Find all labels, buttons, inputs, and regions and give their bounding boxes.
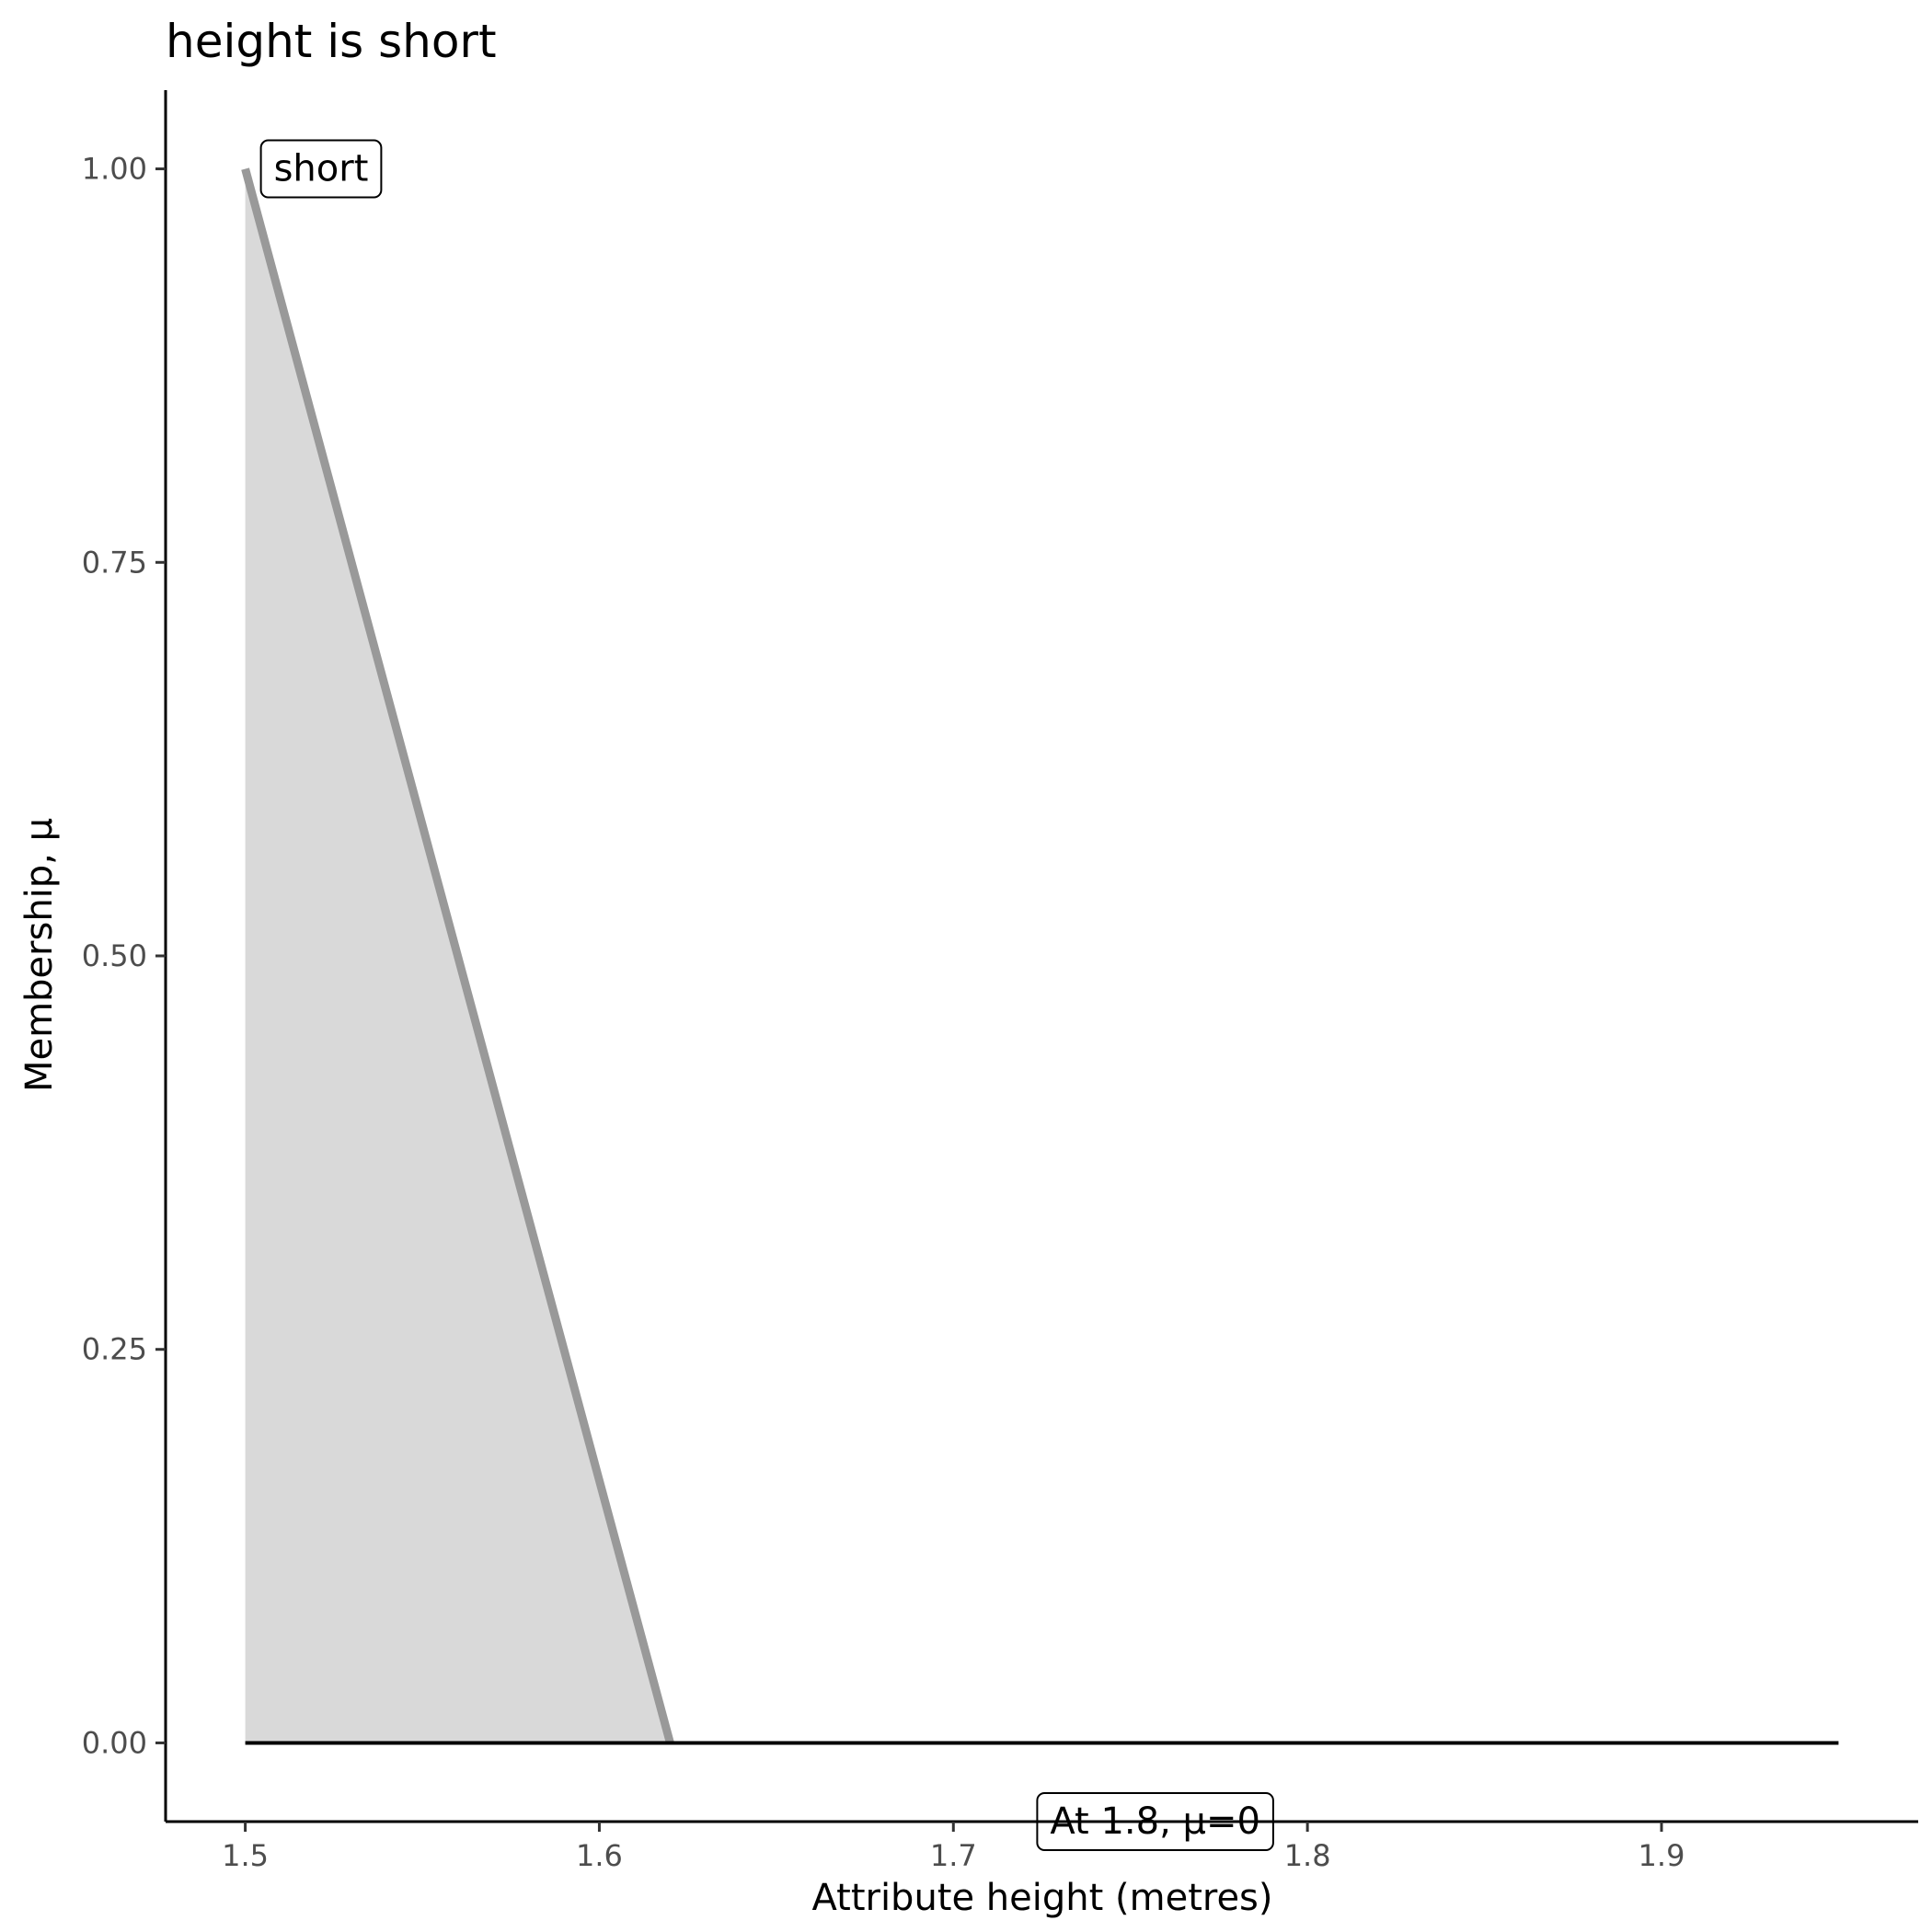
annotation-text-0: short	[274, 148, 369, 190]
chart-title: height is short	[166, 15, 497, 68]
y-axis-title: Membership, μ	[18, 818, 61, 1092]
y-tick-label-2: 0.50	[82, 938, 147, 973]
x-tick-label-1: 1.6	[576, 1838, 623, 1873]
x-tick-label-4: 1.9	[1639, 1838, 1685, 1873]
x-tick-label-0: 1.5	[222, 1838, 269, 1873]
y-tick-label-1: 0.25	[82, 1332, 147, 1367]
y-tick-label-3: 0.75	[82, 545, 147, 580]
annotation-label-0: short	[259, 139, 383, 199]
membership-line-0	[241, 167, 674, 1744]
annotation-box-0	[259, 139, 383, 199]
y-tick-label-0: 0.00	[82, 1725, 147, 1760]
x-tick-label-3: 1.8	[1284, 1838, 1331, 1873]
x-tick-label-2: 1.7	[930, 1838, 977, 1873]
x-axis-title: Attribute height (metres)	[811, 1877, 1272, 1919]
axes: 1.5 1.6 1.7 1.8 1.9 0.00 0.25 0.50 0.75 1.00	[82, 90, 1918, 1873]
y-tick-label-4: 1.00	[82, 152, 147, 187]
